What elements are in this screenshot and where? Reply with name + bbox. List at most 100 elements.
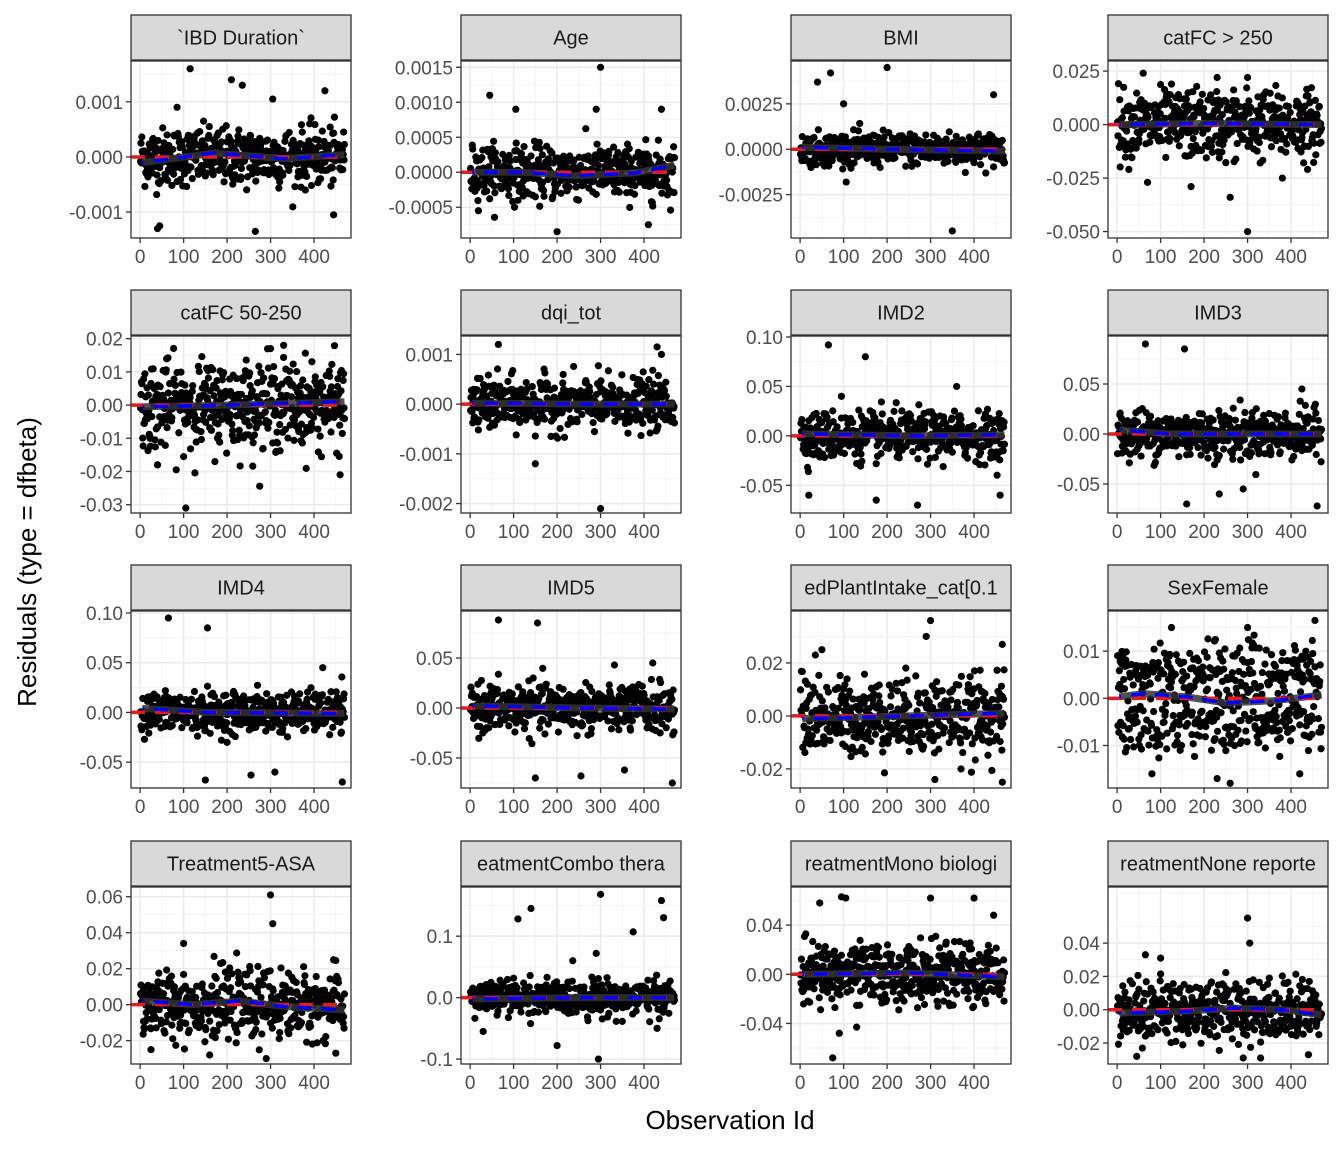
data-point	[279, 172, 286, 179]
x-tick-label: 400	[1275, 247, 1307, 268]
data-point	[1192, 128, 1199, 135]
data-point	[655, 372, 662, 379]
y-tick-label: 0.001	[405, 345, 453, 366]
data-point	[1272, 82, 1279, 89]
data-point	[338, 673, 345, 680]
x-tick-label: 400	[958, 522, 990, 543]
data-point	[183, 719, 190, 726]
data-point	[216, 439, 223, 446]
data-point	[150, 365, 157, 372]
x-tick-label: 200	[871, 522, 903, 543]
data-point	[1220, 446, 1227, 453]
outlier-point	[1298, 385, 1305, 392]
data-point	[1200, 105, 1207, 112]
x-tick-label: 0	[135, 522, 146, 543]
y-tick-label: 0.01	[86, 363, 123, 384]
y-tick-label: -0.02	[80, 462, 123, 483]
data-point	[485, 724, 492, 731]
data-point	[590, 419, 597, 426]
data-point	[330, 176, 337, 183]
data-point	[317, 699, 324, 706]
data-point	[486, 195, 493, 202]
data-point	[1197, 98, 1204, 105]
data-point	[877, 164, 884, 171]
data-point	[319, 383, 326, 390]
data-point	[170, 171, 177, 178]
outlier-point	[1240, 485, 1247, 492]
data-point	[849, 419, 856, 426]
data-point	[996, 456, 1003, 463]
data-point	[327, 183, 334, 190]
data-point	[228, 421, 235, 428]
data-point	[951, 407, 958, 414]
data-point	[494, 158, 501, 165]
data-point	[187, 445, 194, 452]
data-point	[964, 455, 971, 462]
smooth-ribbon	[802, 434, 1004, 436]
x-tick-label: 0	[1112, 247, 1123, 268]
data-point	[172, 382, 179, 389]
data-point	[284, 733, 291, 740]
outlier-point	[827, 69, 834, 76]
outlier-point	[658, 351, 665, 358]
data-point	[551, 385, 558, 392]
data-point	[249, 387, 256, 394]
data-point	[215, 698, 222, 705]
data-point	[671, 154, 678, 161]
data-point	[165, 389, 172, 396]
y-tick-label: 0.10	[86, 604, 123, 625]
data-point	[1313, 451, 1320, 458]
data-point	[639, 420, 646, 427]
x-tick-label: 200	[871, 247, 903, 268]
y-tick-label: 0.0000	[725, 140, 783, 161]
data-point	[495, 671, 502, 678]
data-point	[603, 410, 610, 417]
data-point	[337, 387, 344, 394]
data-point	[477, 375, 484, 382]
outlier-point	[154, 461, 161, 468]
data-point	[626, 204, 633, 211]
data-point	[1123, 127, 1130, 134]
data-point	[593, 141, 600, 148]
data-point	[288, 393, 295, 400]
data-point	[196, 128, 203, 135]
x-axis-title: Observation Id	[645, 1105, 814, 1135]
data-point	[798, 416, 805, 423]
y-tick-label: -0.05	[80, 753, 123, 774]
x-tick-label: 200	[211, 247, 243, 268]
data-point	[331, 114, 338, 121]
outlier-point	[267, 345, 274, 352]
data-point	[1229, 456, 1236, 463]
data-point	[1300, 159, 1307, 166]
data-point	[1213, 88, 1220, 95]
y-tick-label: -0.05	[740, 476, 783, 497]
y-tick-label: -0.050	[1046, 223, 1100, 244]
data-point	[670, 143, 677, 150]
x-tick-label: 200	[1188, 247, 1220, 268]
data-point	[1282, 410, 1289, 417]
data-point	[289, 203, 296, 210]
data-point	[260, 374, 267, 381]
data-point	[291, 183, 298, 190]
data-point	[474, 197, 481, 204]
outlier-point	[1214, 74, 1221, 81]
data-point	[1183, 96, 1190, 103]
y-tick-label: 0.000	[405, 395, 453, 416]
data-point	[1203, 154, 1210, 161]
data-point	[1241, 409, 1248, 416]
outlier-point	[883, 64, 890, 71]
data-point	[483, 187, 490, 194]
data-point	[302, 350, 309, 357]
data-point	[1276, 105, 1283, 112]
data-point	[650, 381, 657, 388]
x-tick-label: 0	[135, 247, 146, 268]
data-point	[1316, 103, 1323, 110]
data-point	[597, 377, 604, 384]
data-point	[1000, 447, 1007, 454]
outlier-point	[512, 106, 519, 113]
data-point	[339, 166, 346, 173]
data-point	[137, 140, 144, 147]
outlier-point	[997, 492, 1004, 499]
data-point	[290, 360, 297, 367]
y-tick-label: 0.0025	[725, 95, 783, 116]
